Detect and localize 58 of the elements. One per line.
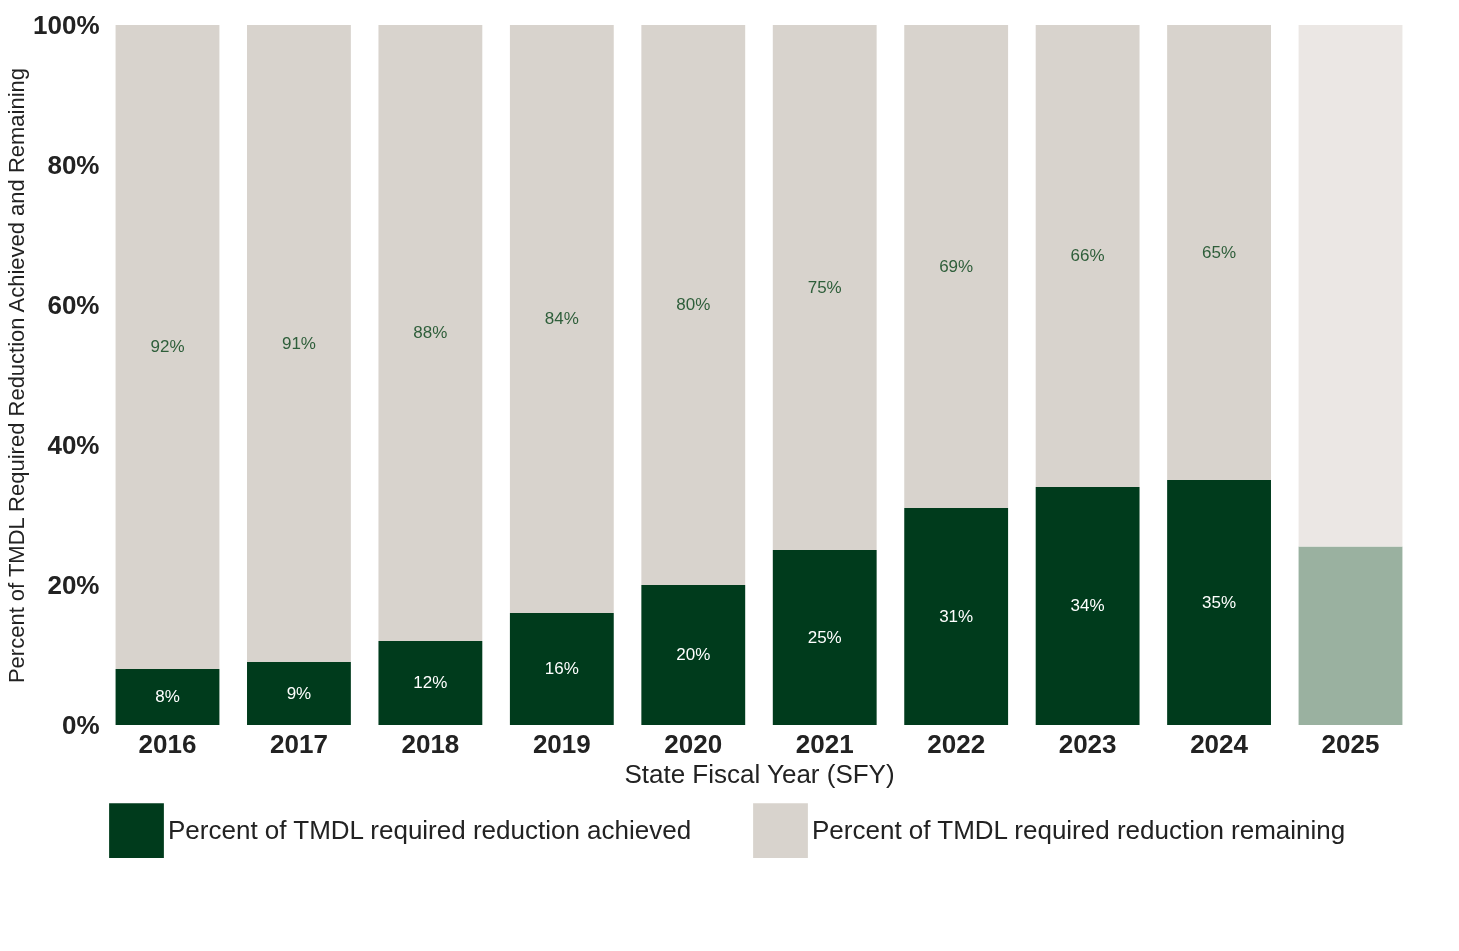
x-tick-label: 2021 [795,728,854,759]
bar [509,25,614,613]
x-tick-label: 2016 [138,728,197,759]
x-tick-label: 2019 [532,728,591,759]
x-axis-title: State Fiscal Year (SFY) [624,758,895,789]
x-tick-label: 2020 [664,728,723,759]
data-label: 88% [413,323,448,342]
y-tick-label: 20% [47,569,100,600]
bar [1298,25,1403,547]
bar [1167,480,1271,725]
data-label: 69% [939,256,974,276]
data-label: 8% [155,687,180,706]
x-tick-label: 2022 [927,728,986,759]
x-tick-label: 2018 [401,728,460,759]
data-label: 16% [544,659,579,678]
data-label: 34% [1070,596,1105,615]
bar [772,25,877,550]
data-label: 35% [1202,592,1237,612]
data-label: 65% [1202,242,1237,262]
bar [378,25,483,641]
y-tick-label: 40% [47,429,100,460]
bar [1035,487,1140,725]
bar [247,25,351,662]
x-tick-label: 2025 [1321,728,1380,759]
data-label: 84% [544,309,579,328]
bar [641,585,746,725]
legend-label: Percent of TMDL required reduction remaining [812,814,1346,845]
legend-label: Percent of TMDL required reduction achieved [168,814,692,845]
bar [115,669,220,725]
bar [904,508,1009,725]
bar [378,641,483,725]
y-tick-label: 80% [47,149,100,180]
x-tick-label: 2023 [1058,728,1117,759]
bar [772,550,877,725]
data-label: 25% [807,627,842,647]
data-label: 31% [939,606,974,626]
bar [247,662,351,725]
bar [115,25,220,669]
data-label: 9% [286,683,312,703]
data-label: 75% [807,277,842,297]
data-label: 92% [150,337,185,356]
data-label: 66% [1070,246,1105,265]
data-label: 12% [413,673,448,692]
data-label: 20% [676,645,711,664]
bar [1035,25,1140,487]
data-label: 80% [676,295,711,314]
bar [509,613,614,725]
bar [641,25,746,585]
x-tick-label: 2017 [270,728,328,759]
bar [904,25,1009,508]
x-tick-label: 2024 [1190,728,1249,759]
data-label: 91% [281,333,316,353]
y-tick-label: 60% [47,289,100,320]
bar [1298,546,1403,725]
y-axis-title: Percent of TMDL Required Reduction Achieved and Remaining [4,67,29,684]
y-tick-label: 0% [61,709,100,740]
bar [1167,25,1271,480]
y-tick-label: 100% [33,9,100,40]
